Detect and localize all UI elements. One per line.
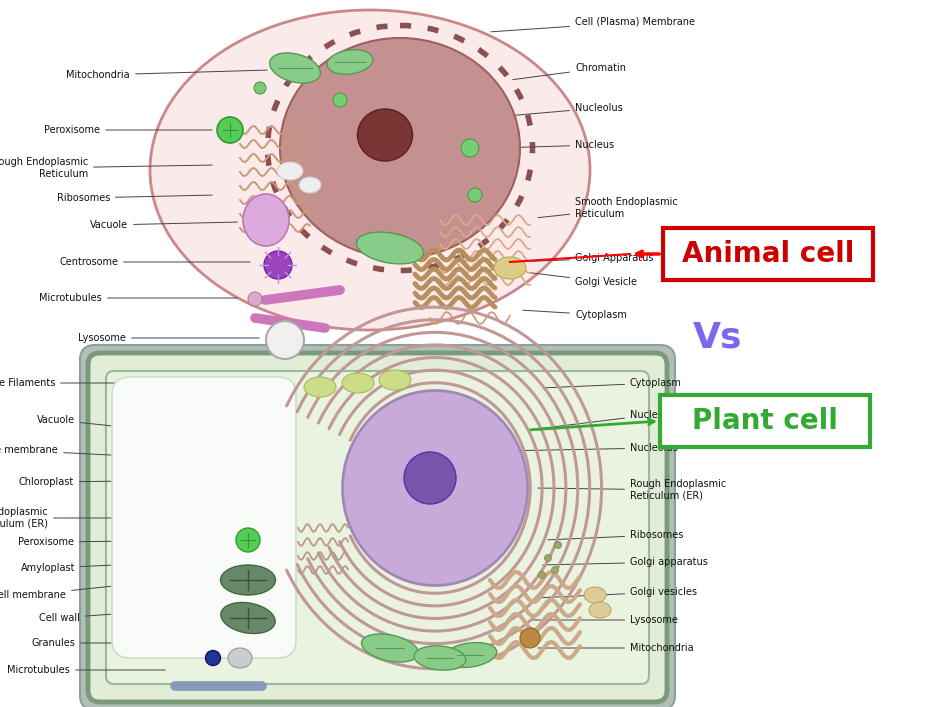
Ellipse shape [494, 257, 526, 279]
Ellipse shape [228, 648, 252, 668]
Ellipse shape [551, 566, 559, 573]
Ellipse shape [280, 38, 520, 258]
FancyBboxPatch shape [88, 353, 667, 702]
Ellipse shape [327, 49, 373, 74]
Ellipse shape [299, 177, 321, 193]
Text: Rough Endoplasmic
Reticulum (ER): Rough Endoplasmic Reticulum (ER) [538, 479, 726, 501]
Text: Golgi Vesicle: Golgi Vesicle [527, 272, 637, 287]
Text: Animal cell: Animal cell [682, 240, 854, 268]
Text: Rough Endoplasmic
Reticulum: Rough Endoplasmic Reticulum [0, 157, 212, 179]
Ellipse shape [270, 53, 320, 83]
Text: Cytoplasm: Cytoplasm [543, 378, 682, 388]
FancyBboxPatch shape [112, 377, 296, 658]
Ellipse shape [342, 373, 374, 393]
Text: Vacuole membrane: Vacuole membrane [0, 445, 168, 458]
Ellipse shape [520, 628, 540, 648]
Text: Cell (Plasma) Membrane: Cell (Plasma) Membrane [491, 17, 695, 32]
Ellipse shape [248, 292, 262, 306]
Ellipse shape [358, 109, 413, 161]
Text: Nucleolus: Nucleolus [451, 443, 678, 453]
Text: Smooth Endoplasmic
Reticulum (ER): Smooth Endoplasmic Reticulum (ER) [0, 507, 168, 529]
Text: Vacuole: Vacuole [90, 220, 237, 230]
Text: Vs: Vs [693, 320, 742, 354]
Ellipse shape [333, 93, 347, 107]
Ellipse shape [304, 377, 336, 397]
Text: Golgi vesicles: Golgi vesicles [538, 587, 697, 598]
Ellipse shape [221, 602, 276, 633]
Text: Peroxisome: Peroxisome [18, 537, 232, 547]
Ellipse shape [468, 188, 482, 202]
Text: Granules: Granules [31, 638, 199, 648]
Ellipse shape [266, 321, 304, 359]
Ellipse shape [277, 162, 303, 180]
Text: Amyloplast: Amyloplast [21, 560, 225, 573]
Ellipse shape [150, 10, 590, 330]
Ellipse shape [589, 602, 611, 618]
Ellipse shape [359, 487, 402, 513]
Text: Microtubules: Microtubules [39, 293, 237, 303]
Ellipse shape [584, 587, 606, 603]
Text: Centrosome: Centrosome [59, 257, 250, 267]
FancyBboxPatch shape [663, 228, 873, 280]
Text: Lysosome: Lysosome [78, 333, 259, 343]
Text: Golgi Apparatus: Golgi Apparatus [516, 253, 653, 263]
Text: Plant cell: Plant cell [692, 407, 838, 435]
Text: Mitochondria: Mitochondria [538, 643, 693, 653]
Text: Cell membrane: Cell membrane [0, 580, 168, 600]
Text: Nucleus: Nucleus [501, 140, 614, 150]
Ellipse shape [343, 390, 527, 585]
FancyBboxPatch shape [106, 371, 649, 684]
Ellipse shape [414, 645, 466, 670]
FancyBboxPatch shape [660, 395, 870, 447]
Text: Peroxisome: Peroxisome [44, 125, 212, 135]
Text: Ribosomes: Ribosomes [57, 193, 212, 203]
Ellipse shape [217, 117, 243, 143]
Text: Golgi apparatus: Golgi apparatus [543, 557, 707, 567]
Text: Cytoplasm: Cytoplasm [523, 310, 627, 320]
Ellipse shape [243, 194, 289, 246]
Text: Ribosomes: Ribosomes [547, 530, 684, 540]
Text: Intermediate Filaments: Intermediate Filaments [0, 378, 177, 388]
Text: Chloroplast: Chloroplast [19, 477, 212, 487]
Ellipse shape [264, 251, 292, 279]
Ellipse shape [404, 452, 456, 504]
Ellipse shape [356, 232, 423, 264]
Text: Vacuole: Vacuole [37, 415, 168, 432]
Ellipse shape [379, 370, 411, 390]
Ellipse shape [221, 565, 276, 595]
Text: Nucleolus: Nucleolus [463, 103, 623, 119]
Ellipse shape [461, 139, 479, 157]
Ellipse shape [545, 554, 551, 561]
Ellipse shape [236, 528, 260, 552]
Ellipse shape [539, 571, 545, 578]
FancyBboxPatch shape [80, 345, 675, 707]
Ellipse shape [362, 634, 419, 662]
Ellipse shape [555, 542, 562, 549]
Text: Smooth Endoplasmic
Reticulum: Smooth Endoplasmic Reticulum [538, 197, 678, 218]
Ellipse shape [205, 650, 221, 665]
Text: Microtubules: Microtubules [8, 665, 165, 675]
Ellipse shape [443, 643, 497, 667]
Text: Cell wall: Cell wall [39, 610, 165, 623]
Text: Chromatin: Chromatin [512, 63, 626, 80]
Text: Lysosome: Lysosome [533, 615, 678, 625]
Text: Mitochondria: Mitochondria [66, 70, 267, 80]
Ellipse shape [254, 82, 266, 94]
Text: Nucleus: Nucleus [530, 410, 670, 430]
